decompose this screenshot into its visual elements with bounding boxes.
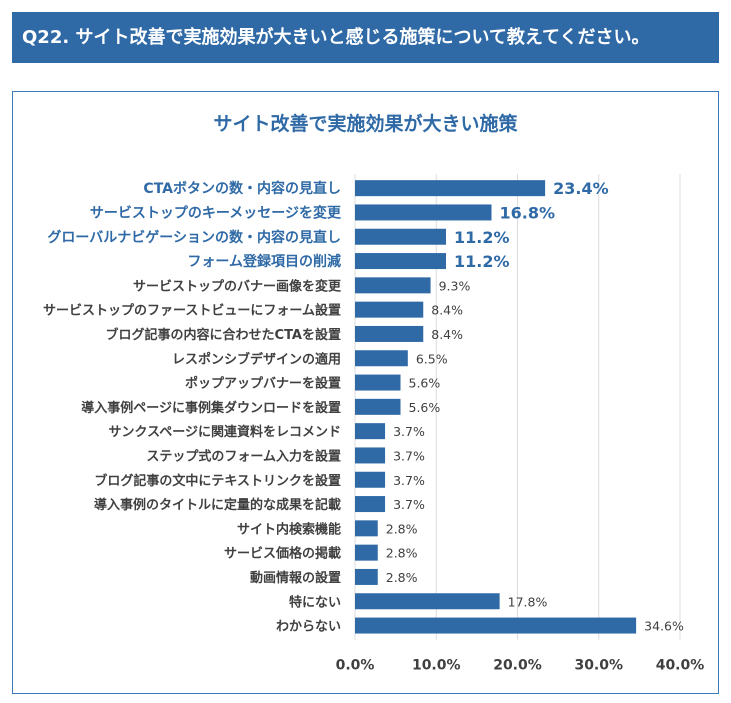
category-label: 動画情報の設置 (250, 570, 341, 586)
category-label: サンクスページに関連資料をレコメンド (109, 424, 341, 440)
x-tick-label: 10.0% (412, 658, 461, 674)
x-tick-label: 0.0% (336, 658, 375, 674)
question-header: Q22. サイト改善で実施効果が大きいと感じる施策について教えてください。 (12, 12, 719, 63)
bar (355, 544, 378, 561)
category-label: サービストップのキーメッセージを変更 (90, 204, 342, 221)
category-label: サービストップのバナー画像を変更 (133, 278, 342, 294)
value-label: 9.3% (439, 278, 471, 293)
value-label: 17.8% (508, 594, 548, 609)
category-label: CTAボタンの数・内容の見直し (143, 180, 341, 197)
category-label: グローバルナビゲーションの数・内容の見直し (47, 229, 341, 246)
category-label: 導入事例ページに事例集ダウンロードを設置 (81, 400, 341, 416)
bar (355, 617, 637, 634)
bar (355, 471, 386, 488)
value-label: 3.7% (393, 497, 425, 512)
bar (355, 325, 424, 342)
value-label: 5.6% (409, 376, 441, 391)
bar (355, 204, 492, 221)
bar (355, 253, 446, 270)
bar (355, 496, 386, 513)
value-label: 3.7% (393, 424, 425, 439)
bar (355, 520, 378, 537)
bar (355, 374, 401, 391)
bar (355, 301, 424, 318)
x-tick-label: 30.0% (574, 658, 623, 674)
bar (355, 350, 408, 367)
category-label: サービストップのファーストビューにフォーム設置 (43, 303, 341, 319)
value-label: 2.8% (386, 570, 418, 585)
value-label: 11.2% (454, 252, 510, 271)
category-label: サービス価格の掲載 (224, 546, 341, 562)
chart-frame (12, 91, 719, 694)
value-label: 5.6% (409, 400, 441, 415)
bar (355, 180, 546, 197)
value-label: 11.2% (454, 228, 510, 247)
category-label: ブログ記事の内容に合わせたCTAを設置 (106, 327, 341, 343)
bar (355, 447, 386, 464)
bar (355, 277, 431, 294)
category-label: ブログ記事の文中にテキストリンクを設置 (94, 473, 341, 489)
category-label: 導入事例のタイトルに定量的な成果を記載 (94, 497, 341, 513)
x-tick-label: 40.0% (656, 658, 705, 674)
category-label: ステップ式のフォーム入力を設置 (146, 448, 341, 464)
category-label: フォーム登録項目の削減 (187, 253, 341, 270)
category-label: わからない (276, 620, 341, 635)
value-label: 8.4% (431, 327, 463, 342)
value-label: 2.8% (386, 521, 418, 536)
bar (355, 398, 401, 415)
category-label: サイト内検索機能 (237, 521, 341, 537)
value-label: 16.8% (500, 203, 556, 222)
value-label: 6.5% (416, 351, 448, 366)
bar (355, 228, 446, 245)
category-label: 特にない (289, 594, 341, 610)
value-label: 23.4% (553, 179, 609, 198)
value-label: 2.8% (386, 546, 418, 561)
value-label: 3.7% (393, 448, 425, 463)
value-label: 34.6% (644, 619, 684, 634)
bar (355, 593, 500, 610)
bar (355, 568, 378, 585)
value-label: 3.7% (393, 473, 425, 488)
value-label: 8.4% (431, 303, 463, 318)
bar (355, 423, 386, 440)
category-label: ポップアップバナーを設置 (185, 376, 341, 392)
category-label: レスポンシブデザインの適用 (172, 351, 341, 367)
chart-title: サイト改善で実施効果が大きい施策 (213, 112, 518, 135)
x-tick-label: 20.0% (493, 658, 542, 674)
